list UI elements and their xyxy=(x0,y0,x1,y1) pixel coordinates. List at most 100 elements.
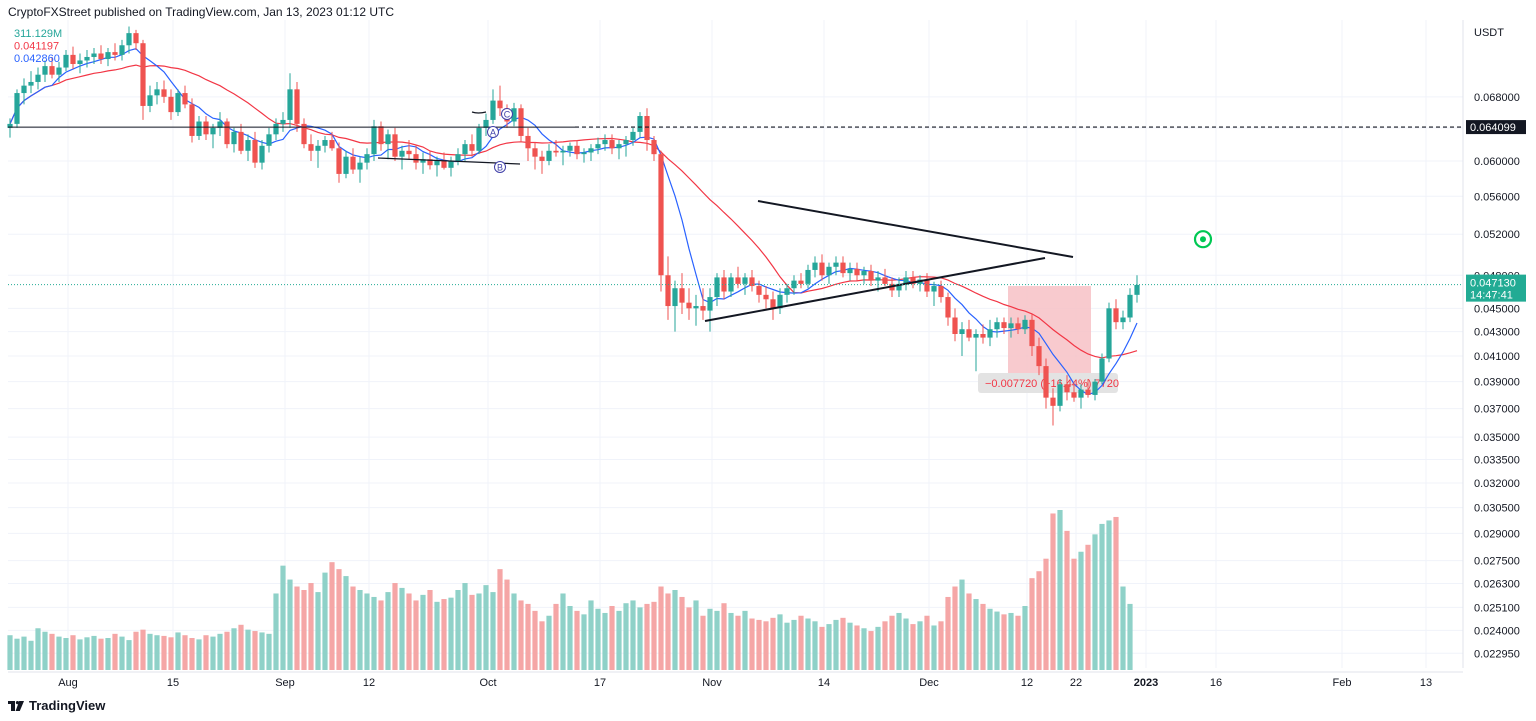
candle-body xyxy=(651,140,657,155)
candle-body xyxy=(749,277,755,287)
time-tick-label: 14 xyxy=(818,677,830,689)
candle-body xyxy=(14,93,20,124)
volume-bar xyxy=(1078,551,1084,670)
candle xyxy=(357,156,363,183)
candle xyxy=(637,112,643,138)
volume-bar xyxy=(497,569,503,670)
time-tick-label: 15 xyxy=(167,677,179,689)
candle-body xyxy=(378,126,384,145)
volume-bar xyxy=(406,593,412,670)
volume-bar xyxy=(259,632,265,670)
candle-body xyxy=(1120,317,1126,323)
candle xyxy=(910,271,916,289)
resistance-label: 0.064099 xyxy=(1470,122,1516,134)
volume-bar xyxy=(980,603,986,670)
candle xyxy=(525,127,531,161)
candle-body xyxy=(882,277,888,284)
volume-bar xyxy=(798,615,804,670)
candle xyxy=(1078,384,1084,409)
candle xyxy=(581,148,587,163)
volume-bar xyxy=(476,593,482,670)
candle xyxy=(840,256,846,278)
volume-bar xyxy=(567,606,573,670)
candle xyxy=(644,108,650,151)
target-marker-dot xyxy=(1200,236,1206,243)
candle xyxy=(1134,275,1140,303)
wave-label-a: A xyxy=(487,126,499,138)
candle-body xyxy=(434,160,440,166)
candle-body xyxy=(1043,366,1049,398)
volume-bar xyxy=(56,636,62,670)
candle xyxy=(560,145,566,166)
candle xyxy=(413,145,419,170)
volume-bar xyxy=(945,596,951,670)
candle-body xyxy=(735,277,741,284)
wave-mark xyxy=(471,111,487,114)
candle-body xyxy=(1050,397,1056,406)
candle-body xyxy=(413,154,419,163)
candle-body xyxy=(658,154,664,276)
candle-body xyxy=(987,329,993,338)
candle-body xyxy=(350,156,356,170)
candle xyxy=(273,118,279,141)
wave-label-circle xyxy=(494,161,506,173)
volume-bar xyxy=(511,593,517,670)
volume-bar xyxy=(903,618,909,670)
candle-body xyxy=(28,81,34,86)
candle xyxy=(1071,381,1077,402)
volume-bar xyxy=(777,614,783,670)
candle-body xyxy=(609,140,615,149)
candle xyxy=(1001,317,1007,334)
candle xyxy=(224,118,230,149)
volume-bar xyxy=(693,600,699,670)
candle-body xyxy=(259,145,265,163)
volume-bar xyxy=(1064,530,1070,670)
time-tick-label: 22 xyxy=(1070,677,1082,689)
candle xyxy=(630,127,636,146)
volume-bar xyxy=(252,631,258,670)
candle-body xyxy=(1113,308,1119,323)
candle xyxy=(679,273,685,315)
candle-body xyxy=(721,277,727,292)
candle-body xyxy=(644,116,650,141)
candle xyxy=(861,266,867,284)
candle xyxy=(280,112,286,132)
candle-body xyxy=(196,121,202,136)
candle-body xyxy=(231,131,237,145)
candle xyxy=(476,123,482,155)
candle xyxy=(385,129,391,160)
wave-label-text: C xyxy=(504,110,511,120)
volume-bar xyxy=(644,603,650,670)
volume-bar xyxy=(1015,615,1021,670)
volume-bar xyxy=(21,636,27,670)
volume-bar xyxy=(1036,571,1042,670)
volume-bar xyxy=(553,603,559,670)
legend-value: 0.041197 xyxy=(14,41,59,53)
candle-body xyxy=(343,156,349,174)
volume-bar xyxy=(203,635,209,670)
wave-label-circle xyxy=(487,126,499,138)
price-tick-label: 0.033500 xyxy=(1474,455,1520,467)
candle xyxy=(245,134,251,161)
candle-body xyxy=(1015,323,1021,330)
candle-body xyxy=(875,277,881,281)
volume-bar xyxy=(1043,558,1049,670)
volume-bar xyxy=(546,615,552,670)
candle xyxy=(1064,375,1070,401)
volume-bar xyxy=(217,633,223,670)
volume-bar xyxy=(840,617,846,670)
candle xyxy=(420,152,426,174)
time-tick-label: Feb xyxy=(1333,677,1352,689)
candle xyxy=(693,294,699,326)
candle-body xyxy=(294,89,300,124)
candle-body xyxy=(448,160,454,168)
time-tick-label: Aug xyxy=(58,677,78,689)
candle xyxy=(1036,337,1042,376)
candle xyxy=(553,140,559,157)
volume-bar xyxy=(196,639,202,670)
volume-bar xyxy=(1127,603,1133,670)
wave-label-text: A xyxy=(490,128,496,138)
candle xyxy=(833,256,839,276)
volume-bar xyxy=(343,576,349,670)
